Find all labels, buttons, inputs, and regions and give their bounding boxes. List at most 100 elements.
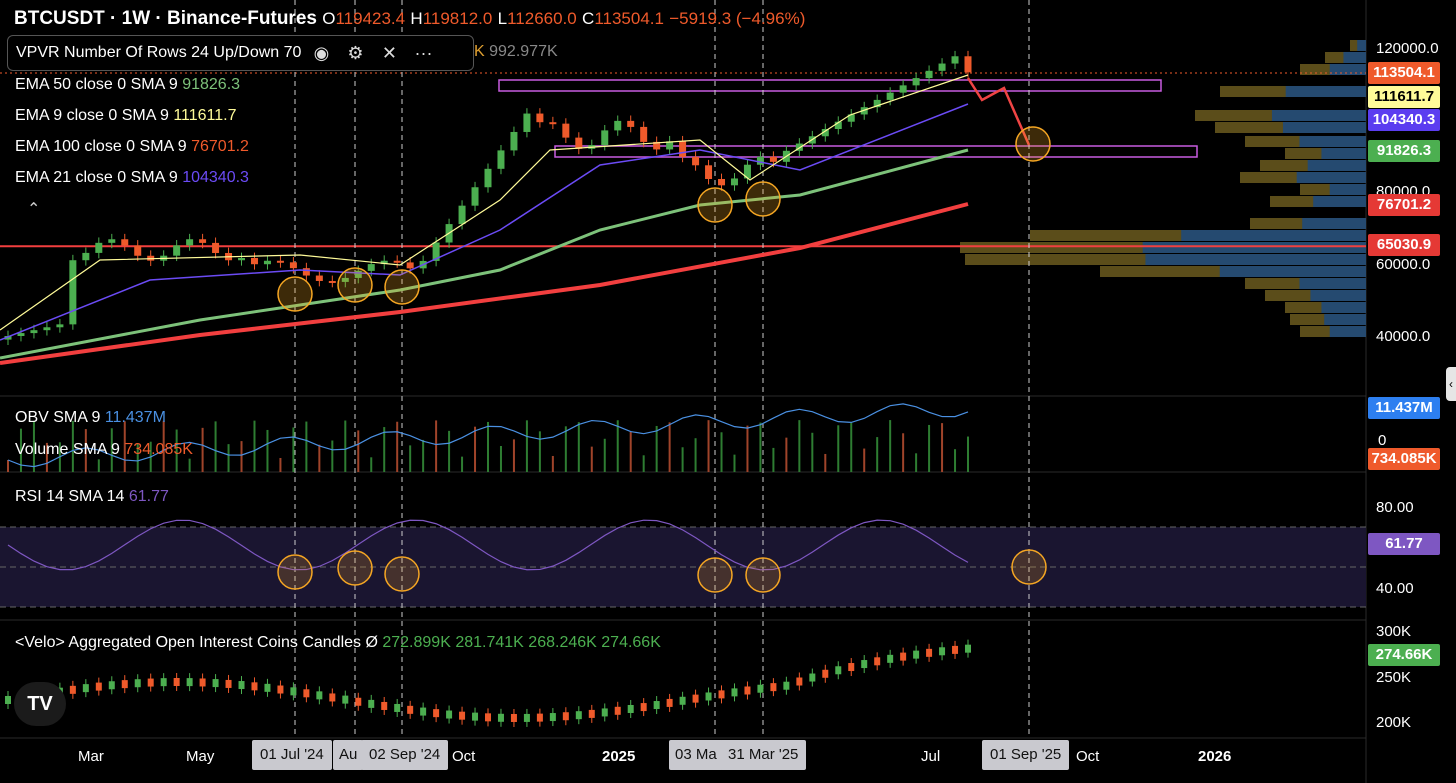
- volume-bar: [850, 422, 853, 472]
- oi-candle: [446, 710, 453, 719]
- tradingview-logo-icon[interactable]: TV: [14, 682, 66, 726]
- volume-bar: [928, 424, 931, 472]
- vpvr-bar-up: [1302, 218, 1366, 229]
- oi-candle: [913, 650, 920, 659]
- oi-candle: [238, 681, 245, 690]
- oi-candle: [134, 679, 141, 688]
- legend-volume[interactable]: Volume SMA 9 734.085K: [15, 441, 193, 458]
- eye-icon[interactable]: ◉: [313, 43, 330, 63]
- volume-bar: [655, 425, 658, 472]
- price-tag: 76701.2: [1368, 194, 1440, 216]
- oi-candle: [316, 691, 323, 700]
- volume-bar: [772, 447, 775, 472]
- candle: [458, 205, 466, 225]
- vpvr-toolbar[interactable]: VPVR Number Of Rows 24 Up/Down 70 ◉ ⚙ ✕ …: [7, 35, 474, 71]
- candle: [82, 252, 90, 261]
- legend-rsi[interactable]: RSI 14 SMA 14 61.77: [15, 488, 169, 505]
- high-value: 119812.0: [422, 9, 493, 28]
- time-marker: 03 Ma: [669, 740, 723, 770]
- volume-bar: [525, 420, 528, 472]
- oi-candle: [640, 703, 647, 712]
- candle: [4, 336, 12, 340]
- volume-bar: [876, 437, 879, 472]
- vpvr-bar-up: [1321, 302, 1366, 313]
- volume-bar: [889, 420, 892, 472]
- volume-bar: [279, 457, 282, 472]
- oi-candle: [381, 701, 388, 710]
- vpvr-bar-up: [1271, 110, 1366, 121]
- candle: [367, 264, 375, 271]
- rsi-tag: 61.77: [1368, 533, 1440, 555]
- oi-candle: [705, 692, 712, 701]
- candle: [432, 242, 440, 261]
- oi-tick: 300K: [1376, 623, 1412, 640]
- volume-bar: [240, 441, 243, 472]
- oi-candle: [887, 654, 894, 663]
- candle: [328, 280, 336, 283]
- legend-ema9[interactable]: EMA 9 close 0 SMA 9 111611.7: [15, 107, 237, 124]
- oi-candle: [407, 705, 414, 714]
- vpvr-bar-up: [1310, 290, 1366, 301]
- volume-bar: [863, 448, 866, 472]
- rsi-highlight-circle: [1011, 549, 1047, 585]
- volume-bar: [785, 437, 788, 472]
- oi-candle: [121, 680, 128, 689]
- candle: [95, 242, 103, 253]
- oi-candle: [900, 652, 907, 661]
- time-marker: 02 Sep '24: [361, 740, 449, 770]
- low-value: 112660.0: [507, 9, 577, 28]
- oi-candle: [212, 679, 219, 688]
- volume-bar: [331, 440, 334, 472]
- volume-bar: [707, 420, 710, 472]
- close-icon[interactable]: ✕: [381, 43, 397, 63]
- more-icon[interactable]: ···: [414, 43, 433, 63]
- legend-obv[interactable]: OBV SMA 9 11.437M: [15, 409, 166, 426]
- oi-candle: [147, 678, 154, 687]
- candle: [199, 239, 207, 243]
- candle: [795, 143, 803, 151]
- rsi-highlight-circle: [277, 554, 313, 590]
- gear-icon[interactable]: ⚙: [347, 43, 364, 63]
- candle: [653, 141, 661, 150]
- volume-bar: [824, 453, 827, 472]
- oi-candle: [861, 660, 868, 669]
- time-label: 2025: [602, 748, 636, 765]
- price-tag: 65030.9: [1368, 234, 1440, 256]
- candle: [250, 257, 258, 265]
- volume-bar: [499, 446, 502, 472]
- candle: [69, 260, 77, 325]
- vpvr-bar-up: [1299, 278, 1366, 289]
- volume-bar: [668, 422, 671, 472]
- vpvr-bar-up: [1357, 40, 1366, 51]
- oi-candle: [614, 706, 621, 715]
- oi-candle: [939, 647, 946, 656]
- candle: [134, 245, 142, 256]
- volume-bar: [110, 428, 113, 472]
- volume-bar: [7, 460, 9, 472]
- vpvr-bar-up: [1321, 148, 1366, 159]
- support-zone: [554, 145, 1198, 158]
- volume-bar: [396, 421, 399, 472]
- volume-bar: [32, 421, 35, 472]
- volume-bar: [136, 443, 139, 472]
- ema9-line: [0, 74, 969, 331]
- collapse-panel-icon[interactable]: ‹: [1446, 367, 1456, 401]
- volume-bar: [461, 456, 464, 472]
- legend-ema21[interactable]: EMA 21 close 0 SMA 9 104340.3: [15, 169, 249, 186]
- volume-bar: [902, 433, 905, 472]
- oi-candle: [822, 669, 829, 678]
- price-tick: 40000.0: [1376, 328, 1431, 345]
- oi-candle: [796, 677, 803, 686]
- volume-bar: [266, 429, 269, 472]
- candle: [510, 131, 518, 151]
- oi-candle: [199, 678, 206, 687]
- oi-candle: [588, 709, 595, 718]
- legend-ema100[interactable]: EMA 100 close 0 SMA 9 76701.2: [15, 138, 249, 155]
- candle: [692, 156, 700, 166]
- legend-ema50[interactable]: EMA 50 close 0 SMA 9 91826.3: [15, 76, 241, 93]
- legend-oi[interactable]: <Velo> Aggregated Open Interest Coins Ca…: [15, 634, 661, 651]
- oi-candle: [679, 696, 686, 705]
- volume-tag: 734.085K: [1368, 448, 1440, 470]
- collapse-icon[interactable]: ⌃: [27, 201, 41, 218]
